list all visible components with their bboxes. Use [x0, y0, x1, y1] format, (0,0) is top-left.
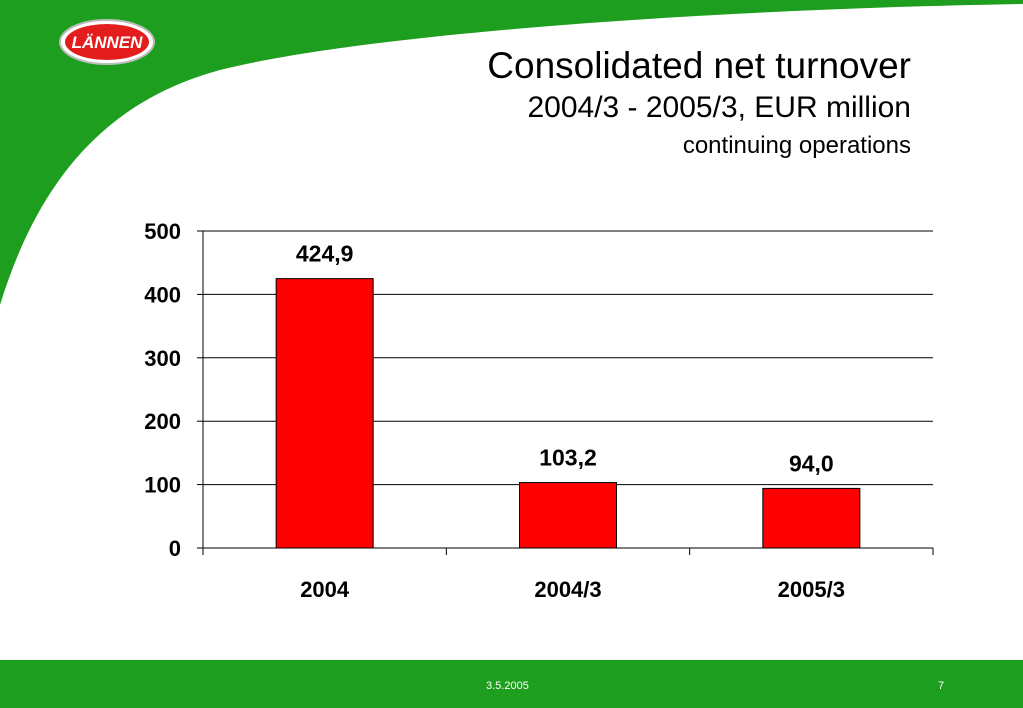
category-label: 2005/3 [778, 577, 845, 602]
y-tick-label: 400 [144, 282, 181, 307]
y-tick-label: 100 [144, 473, 181, 498]
data-label: 103,2 [539, 445, 597, 471]
logo-text: LÄNNEN [72, 33, 144, 52]
page-number: 7 [938, 680, 945, 692]
y-tick-label: 200 [144, 409, 181, 434]
category-label: 2004/3 [534, 577, 601, 602]
chart-subtitle: 2004/3 - 2005/3, EUR million [527, 91, 911, 124]
chart-subtitle-note: continuing operations [682, 132, 911, 159]
title-block: Consolidated net turnover 2004/3 - 2005/… [487, 44, 911, 164]
footer-bar [0, 660, 1023, 708]
data-label: 424,9 [296, 241, 354, 267]
footer-date: 3.5.2005 [486, 680, 529, 692]
y-tick-label: 500 [144, 219, 181, 244]
data-label: 94,0 [789, 450, 834, 476]
y-tick-label: 300 [144, 346, 181, 371]
lannen-logo: LÄNNEN [59, 19, 155, 65]
chart-title: Consolidated net turnover [487, 45, 911, 86]
bar [519, 482, 617, 549]
bar [275, 278, 374, 549]
bar [762, 487, 861, 549]
y-tick-label: 0 [169, 536, 181, 561]
category-label: 2004 [300, 577, 350, 602]
